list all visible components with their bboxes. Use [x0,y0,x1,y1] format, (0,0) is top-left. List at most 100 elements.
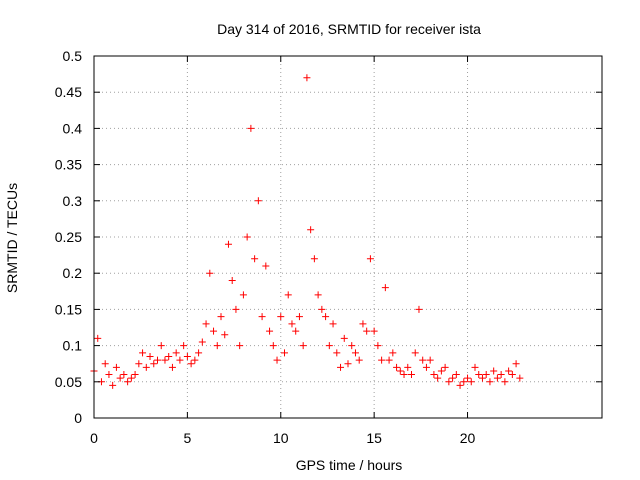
data-point [112,363,120,371]
y-tick-label: 0.45 [55,84,82,100]
data-point [355,356,363,364]
y-tick-label: 0.25 [55,229,82,245]
y-axis-title: SRMTID / TECUs [4,183,20,293]
x-tick-label: 5 [183,430,191,446]
y-tick-label: 0.05 [55,374,82,390]
x-tick-label: 20 [460,430,476,446]
data-point [180,342,188,350]
data-point [467,378,475,386]
data-point [464,374,472,382]
data-point [142,363,150,371]
data-point [389,349,397,357]
data-point [340,334,348,342]
data-point [247,124,255,132]
data-point [206,269,214,277]
data-point [176,356,184,364]
data-point [210,327,218,335]
data-point [482,371,490,379]
data-point [381,284,389,292]
data-point [430,371,438,379]
data-point [139,349,147,357]
data-point [105,371,113,379]
data-point [325,342,333,350]
data-point [168,363,176,371]
data-point [508,371,516,379]
data-point [426,356,434,364]
data-point [292,327,300,335]
y-tick-label: 0.35 [55,157,82,173]
data-point [150,360,158,368]
data-point [213,342,221,350]
data-point [370,327,378,335]
data-point [94,334,102,342]
data-point [198,338,206,346]
data-point [254,197,262,205]
data-point [322,313,330,321]
data-point [471,363,479,371]
y-tick-label: 0.2 [63,265,83,281]
data-point [288,320,296,328]
data-point [445,378,453,386]
data-point [228,276,236,284]
data-point [374,342,382,350]
data-points [90,74,524,389]
data-point [408,371,415,379]
data-point [329,320,337,328]
data-point [310,255,318,263]
data-point [243,233,251,241]
data-point [127,374,135,382]
data-point [351,349,359,357]
data-point [303,74,311,82]
data-point [165,352,173,360]
data-point [385,356,393,364]
data-point [441,363,449,371]
y-tick-label: 0.1 [63,338,83,354]
data-point [281,349,288,357]
data-point [232,305,240,313]
data-point [131,371,139,379]
data-point [258,313,266,321]
data-point [452,371,460,379]
x-tick-label: 0 [90,430,98,446]
data-point [333,349,341,357]
data-point [363,327,371,335]
data-point [359,320,367,328]
data-point [146,352,154,360]
data-point [366,255,374,263]
data-point [404,363,412,371]
data-point [239,291,247,299]
data-point [157,342,165,350]
data-point [475,371,483,379]
data-point [187,360,195,368]
data-point [449,374,457,382]
data-point [516,374,524,382]
axis-ticks: 0 0.05 0.1 0.15 0.2 0.25 0.3 0.35 0.4 0.45 0.5 0 5 10… [55,48,602,446]
data-point [393,363,401,371]
data-point [512,360,520,368]
y-tick-label: 0 [74,410,82,426]
data-point [307,226,315,234]
data-point [396,367,404,375]
y-tick-label: 0.5 [63,48,83,64]
data-point [486,378,494,386]
chart-title: Day 314 of 2016, SRMTID for receiver ist… [217,21,481,37]
data-point [437,367,445,375]
data-point [251,255,259,263]
data-point [314,291,322,299]
data-point [224,240,232,248]
data-point [460,378,468,386]
data-point [109,381,117,389]
data-point [337,363,345,371]
data-point [422,363,430,371]
data-point [116,374,124,382]
y-tick-label: 0.15 [55,301,82,317]
data-point [120,371,128,379]
data-point [344,360,352,368]
data-point [378,356,386,364]
data-point [183,352,191,360]
x-tick-label: 15 [366,430,382,446]
data-point [456,381,464,389]
data-point [195,349,203,357]
data-point [501,378,509,386]
